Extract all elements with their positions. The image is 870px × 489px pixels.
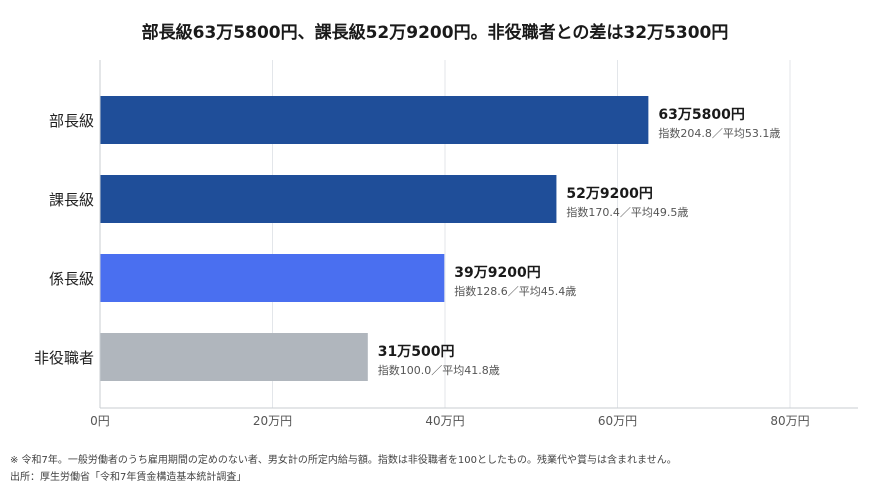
category-label: 課長級 [49,191,94,209]
sub-label: 指数100.0／平均41.8歳 [378,363,500,377]
footnote-source: 出所：厚生労働省「令和7年賃金構造基本統計調査」 [10,472,247,483]
value-label: 31万500円 [378,344,455,360]
sub-label: 指数170.4／平均49.5歳 [566,205,688,219]
footnote-note: ※ 令和7年。一般労働者のうち雇用期間の定めのない者、男女計の所定内給与額。指数… [10,455,677,466]
sub-label: 指数128.6／平均45.4歳 [454,284,576,298]
category-label: 部長級 [49,112,94,130]
bar [100,96,649,144]
bar [100,254,445,302]
x-axis: 0円 20万円 40万円 60万円 80万円 [90,60,858,428]
category-label: 係長級 [49,270,94,288]
footnotes: ※ 令和7年。一般労働者のうち雇用期間の定めのない者、男女計の所定内給与額。指数… [10,452,677,486]
value-label: 63万5800円 [658,107,744,123]
chart-title: 部長級63万5800円、課長級52万9200円。非役職者との差は32万5300円 [141,23,729,43]
x-tick-label: 40万円 [425,414,464,428]
x-tick-label: 80万円 [770,414,809,428]
value-label: 39万9200円 [454,265,540,281]
bar [100,175,557,223]
x-tick-label: 20万円 [253,414,292,428]
x-tick-label: 60万円 [598,414,637,428]
category-label: 非役職者 [34,349,94,367]
bar [100,333,368,381]
value-label: 52万9200円 [566,186,652,202]
sub-label: 指数204.8／平均53.1歳 [658,126,780,140]
x-tick-label: 0円 [90,414,110,428]
